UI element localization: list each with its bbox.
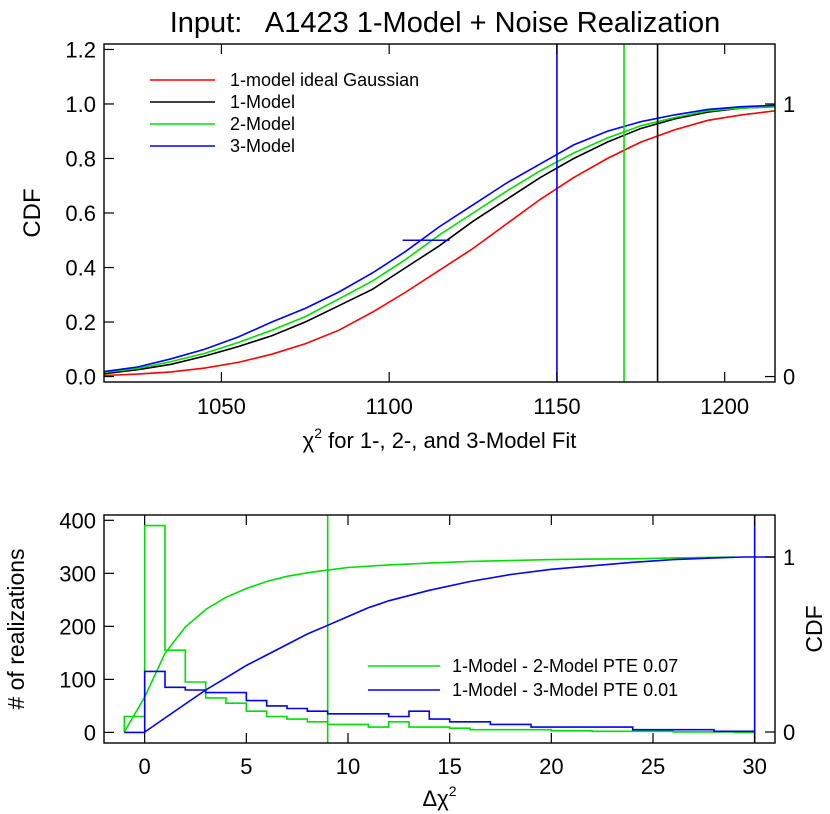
- y-axis-label: CDF: [19, 188, 46, 237]
- figure-title: Input: A1423 1-Model + Noise Realization: [170, 7, 721, 39]
- top-frame: [103, 43, 776, 383]
- legend-label: 1-Model - 3-Model PTE 0.01: [452, 680, 678, 700]
- y-tick-label: 0.8: [65, 146, 96, 171]
- y-axis-label: # of realizations: [3, 548, 29, 709]
- y-tick-label: 1.0: [65, 92, 96, 117]
- cumulative-line-1: [123, 556, 735, 733]
- legend-label: 2-Model: [230, 114, 295, 134]
- y-tick-label: 0.6: [65, 201, 96, 226]
- x-tick-label: 25: [641, 754, 665, 779]
- y-tick-label: 200: [59, 614, 96, 639]
- histogram-2: [124, 670, 756, 734]
- top-plot-area: [104, 44, 775, 382]
- x-tick-label: 0: [139, 754, 151, 779]
- x-tick-label: 20: [539, 754, 563, 779]
- histogram-1: [123, 524, 755, 734]
- x-tick-label: 1050: [197, 394, 246, 419]
- bottom-frame: [103, 514, 776, 744]
- cdf-line-3: [104, 105, 775, 374]
- right-y-tick-label: 0: [783, 365, 795, 390]
- x-tick-label: 15: [437, 754, 461, 779]
- right-y-tick-label: 1: [783, 92, 795, 117]
- cumulative-line-2: [144, 556, 775, 733]
- y-tick-label: 300: [59, 561, 96, 586]
- y-tick-label: 0.2: [65, 310, 96, 335]
- cdf-line-4: [104, 104, 775, 373]
- x-tick-label: 1100: [366, 394, 413, 419]
- cdf-line-1: [104, 110, 775, 377]
- x-tick-label: 1150: [533, 394, 580, 419]
- x-tick-label: 1200: [700, 394, 749, 419]
- x-axis-label: χ2 for 1-, 2-, and 3-Model Fit: [303, 425, 577, 453]
- x-axis-label: Δχ2: [422, 783, 456, 811]
- cdf-line-2: [104, 105, 775, 375]
- right-y-axis-label: CDF: [801, 605, 827, 652]
- legend-label: 3-Model: [230, 136, 295, 156]
- x-tick-label: 5: [240, 754, 252, 779]
- y-tick-label: 100: [59, 667, 96, 692]
- bottom-plot-area: [123, 515, 775, 743]
- x-tick-label: 10: [336, 754, 360, 779]
- x-tick-label: 30: [742, 754, 766, 779]
- y-tick-label: 0.0: [65, 365, 96, 390]
- y-tick-label: 1.2: [65, 37, 96, 62]
- y-tick-label: 400: [59, 508, 96, 533]
- legend-label: 1-model ideal Gaussian: [230, 70, 419, 90]
- legend-label: 1-Model: [230, 92, 295, 112]
- y-tick-label: 0: [84, 720, 96, 745]
- y-tick-label: 0.4: [65, 256, 96, 281]
- legend-label: 1-Model - 2-Model PTE 0.07: [452, 656, 678, 676]
- right-y-tick-label: 0: [783, 720, 795, 745]
- right-y-tick-label: 1: [783, 545, 795, 570]
- top-cdf-plot: 1050 1100 1150 1200 0.0 0.2 0.4 0.6 0.8 1.0 1.2 0 1 χ…: [19, 37, 795, 453]
